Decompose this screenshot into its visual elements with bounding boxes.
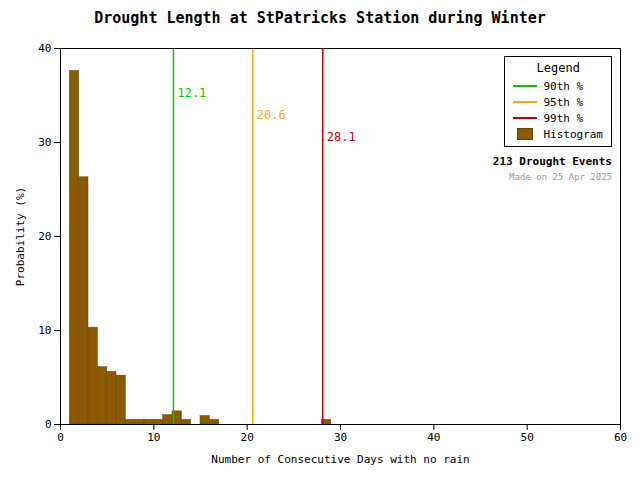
html-text:Histogram: Histogram <box>543 127 603 141</box>
svg-text:12.1: 12.1 <box>177 86 206 100</box>
svg-text:Probability (%): Probability (%) <box>14 187 27 286</box>
svg-text:0: 0 <box>45 418 52 431</box>
svg-text:40: 40 <box>427 431 440 444</box>
svg-text:10: 10 <box>147 431 160 444</box>
svg-text:60: 60 <box>614 431 627 444</box>
html-text:Legend: Legend <box>536 61 580 75</box>
svg-text:10: 10 <box>38 324 51 337</box>
html-text:213 Drought Events: 213 Drought Events <box>492 155 612 168</box>
svg-text:20: 20 <box>241 431 254 444</box>
svg-text:30: 30 <box>334 431 347 444</box>
svg-text:50: 50 <box>521 431 534 444</box>
html-text:99th %: 99th % <box>543 111 584 125</box>
html-text:90th %: 90th % <box>543 79 584 93</box>
svg-text:Number of Consecutive Days wit: Number of Consecutive Days with no rain <box>211 453 469 466</box>
svg-text:30: 30 <box>38 136 51 149</box>
html-text:Made on 25 Apr 2025: Made on 25 Apr 2025 <box>509 172 612 182</box>
svg-text:40: 40 <box>38 42 51 55</box>
svg-text:20: 20 <box>38 230 51 243</box>
svg-text:0: 0 <box>57 431 64 444</box>
html-text:Drought Length at StPatricks S: Drought Length at StPatricks Station dur… <box>94 9 546 27</box>
html-text:95th %: 95th % <box>543 95 584 109</box>
svg-text:28.1: 28.1 <box>327 130 356 144</box>
svg-text:20.6: 20.6 <box>257 108 286 122</box>
